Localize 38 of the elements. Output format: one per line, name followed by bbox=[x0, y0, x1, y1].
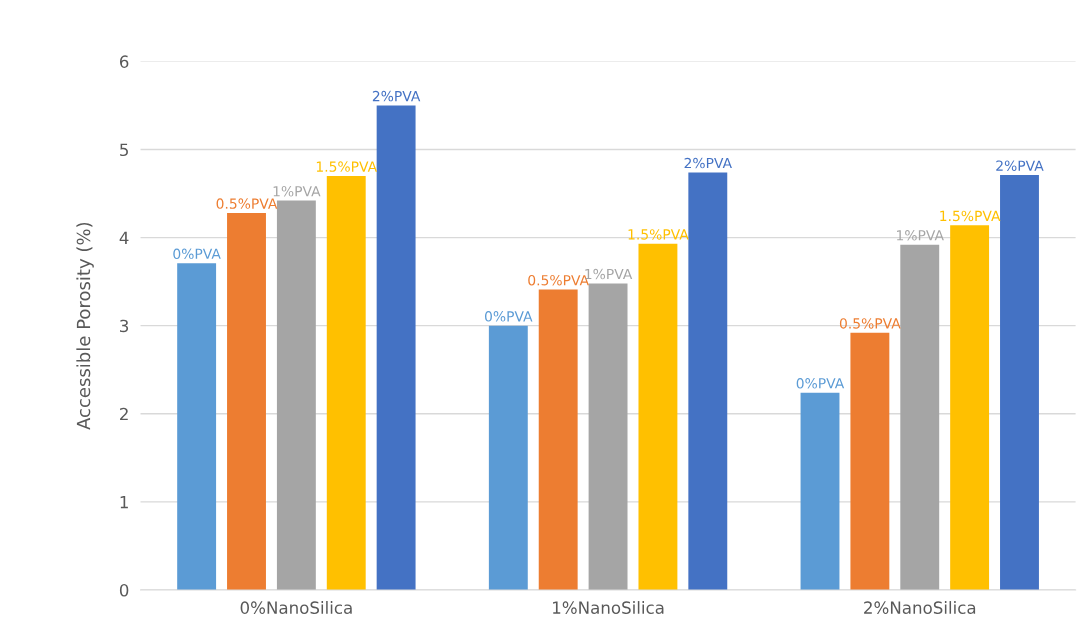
y-tick-label: 4 bbox=[119, 231, 129, 244]
text: 1%PVA bbox=[897, 230, 944, 241]
text: 0%PVA bbox=[173, 248, 221, 260]
text: 1.5%PVA bbox=[628, 229, 689, 240]
bar bbox=[900, 244, 940, 590]
bar bbox=[588, 283, 628, 590]
bar bbox=[1000, 175, 1039, 590]
bar bbox=[688, 172, 728, 590]
bar bbox=[276, 200, 316, 590]
bar bbox=[800, 392, 840, 590]
y-tick-label: 2 bbox=[120, 407, 128, 421]
bar bbox=[488, 325, 528, 590]
x-tick-label: 2%NanoSilica bbox=[864, 601, 976, 614]
bar bbox=[538, 289, 578, 590]
y-tick-label: 1 bbox=[120, 496, 128, 509]
series-label: 2%PVA bbox=[996, 160, 1044, 171]
text: 2%PVA bbox=[372, 90, 421, 102]
bar bbox=[177, 263, 217, 590]
bar bbox=[326, 175, 366, 590]
text: 0%PVA bbox=[796, 378, 845, 389]
text: 0.5%PVA bbox=[216, 198, 278, 209]
text: 2%PVA bbox=[684, 157, 732, 169]
bar bbox=[376, 105, 416, 590]
x-tick-label: 1%NanoSilica bbox=[553, 601, 664, 614]
series-label: 0%PVA bbox=[484, 311, 533, 322]
x-tick-label: 0%NanoSilica bbox=[240, 601, 352, 614]
y-tick-label: 6 bbox=[119, 55, 129, 68]
y-axis-title: Accessible Porosity (%) bbox=[76, 222, 94, 430]
bar bbox=[638, 243, 678, 590]
y-tick-label: 3 bbox=[120, 319, 129, 333]
text: 0.5%PVA bbox=[839, 318, 901, 329]
text: 1%PVA bbox=[273, 186, 321, 197]
y-tick-label: 0 bbox=[119, 583, 129, 597]
bar bbox=[227, 212, 266, 590]
bar bbox=[850, 332, 890, 590]
bar bbox=[950, 225, 990, 590]
y-tick-label: 5 bbox=[120, 143, 128, 157]
series-label: 1.5%PVA bbox=[316, 161, 378, 172]
